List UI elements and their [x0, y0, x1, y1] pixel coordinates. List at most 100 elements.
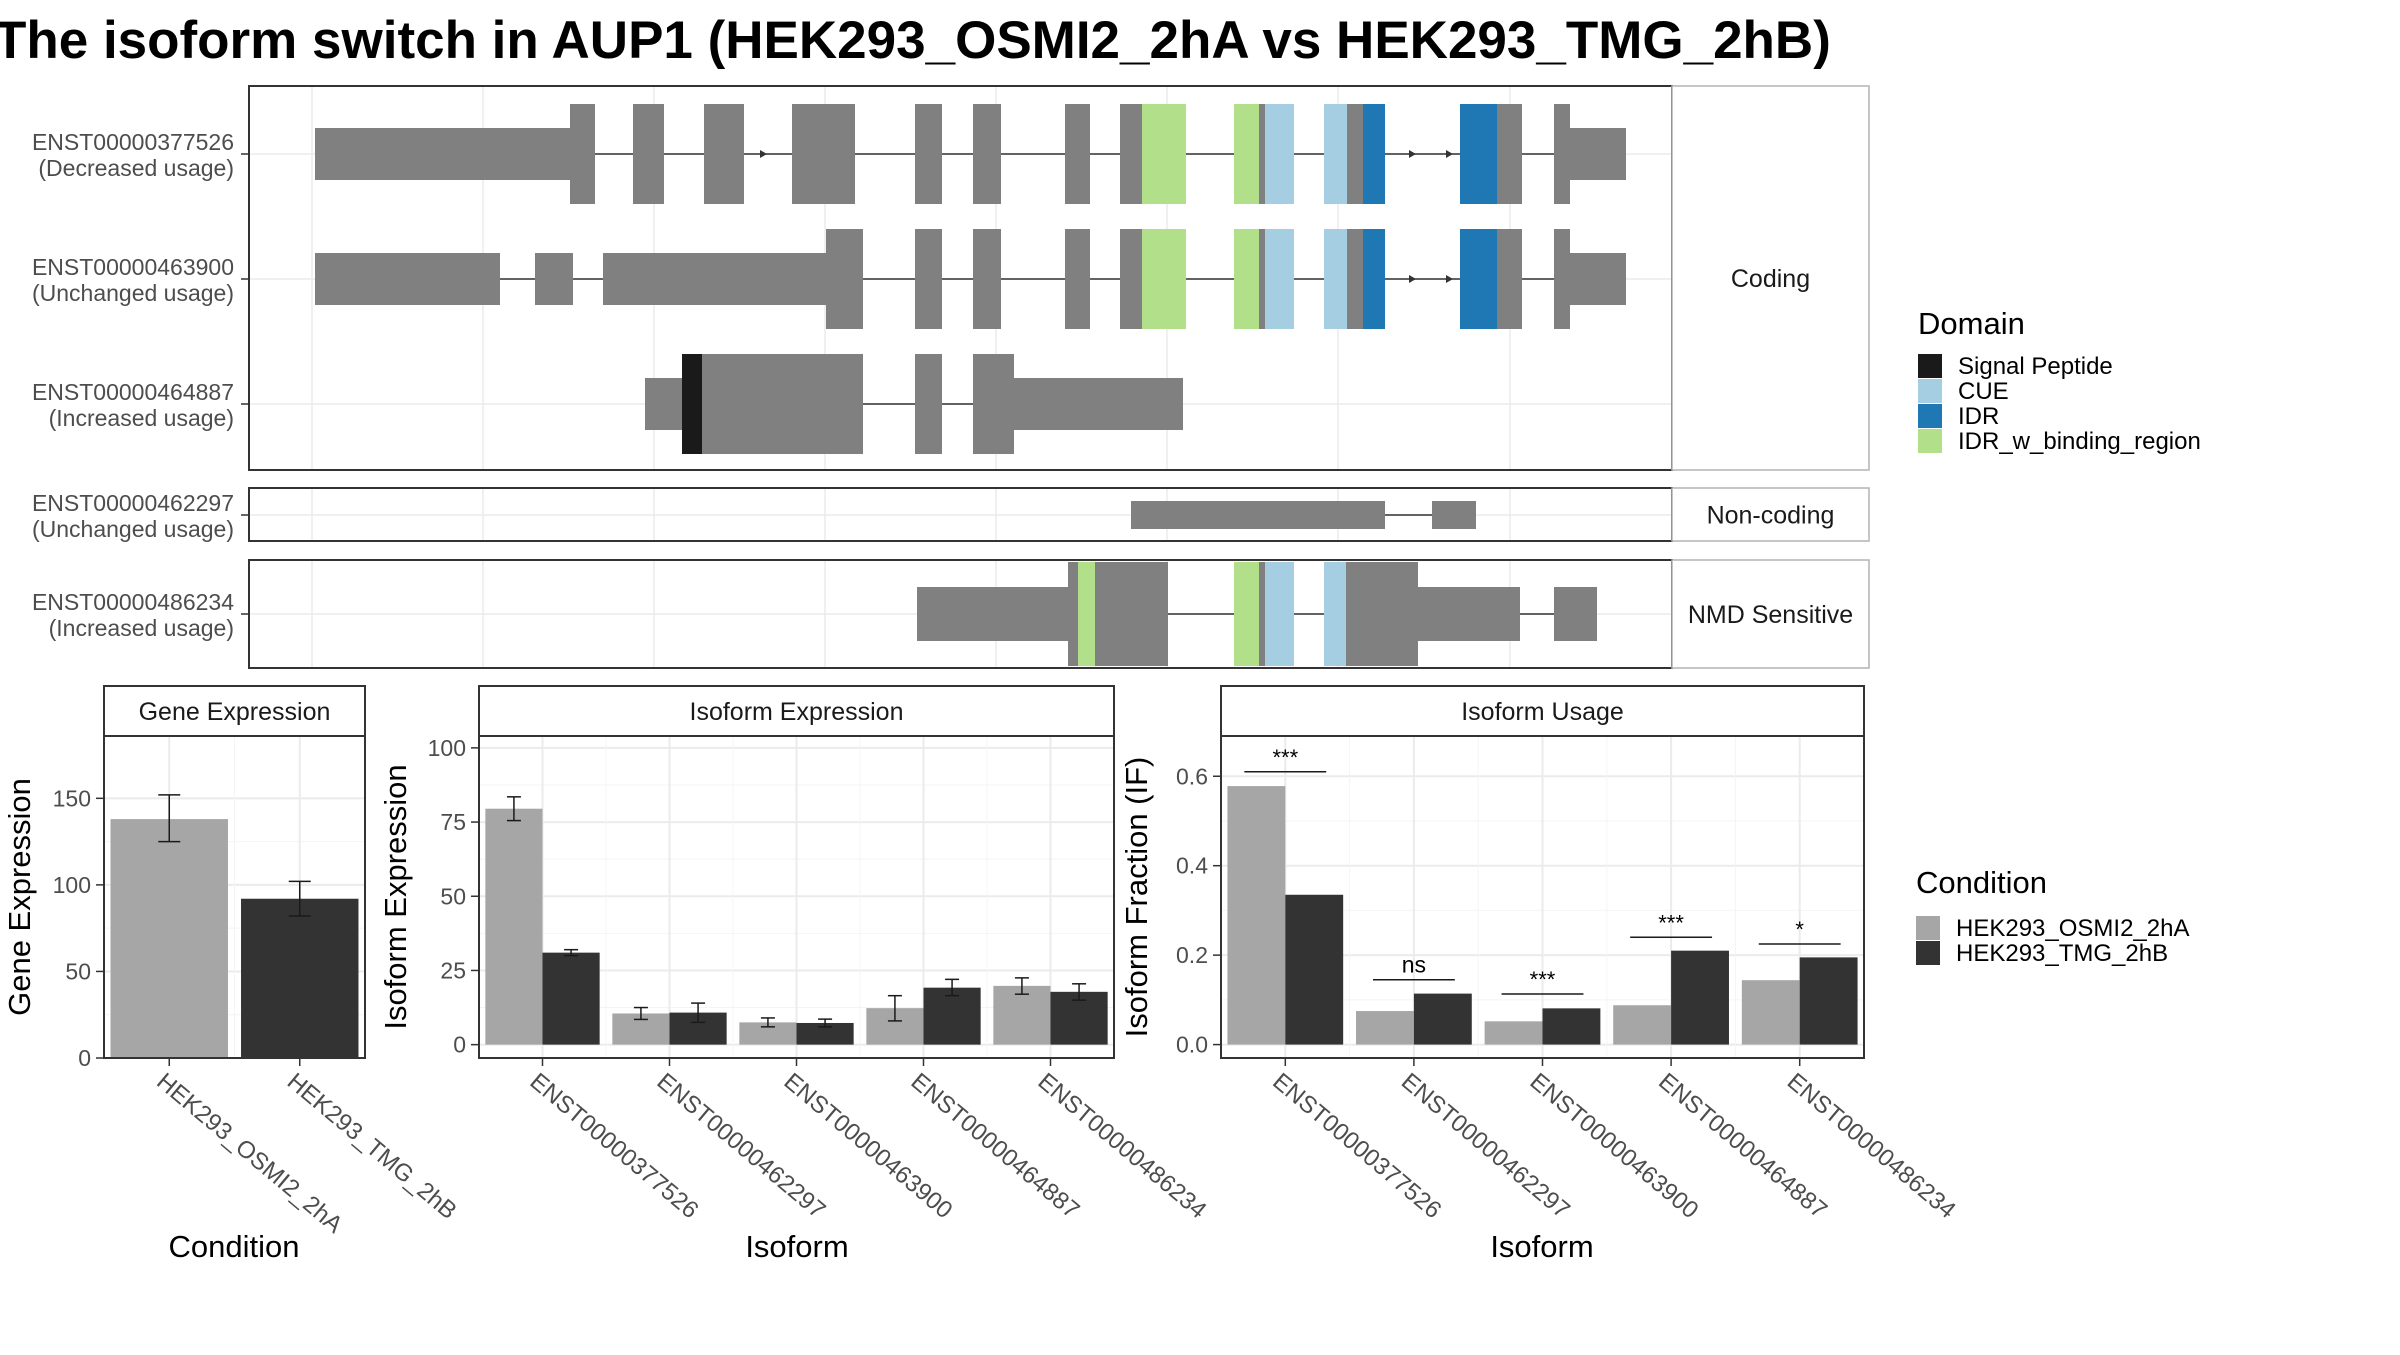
bar: [993, 985, 1051, 1045]
bar: [1671, 950, 1729, 1045]
legend-label: HEK293_TMG_2hB: [1956, 940, 2168, 967]
y-axis-title: Isoform Fraction (IF): [1119, 757, 1154, 1038]
isoform-label: ENST00000464887: [32, 379, 234, 405]
exon: [1259, 104, 1265, 204]
exon: [1570, 253, 1626, 305]
domain-idr: [1460, 229, 1497, 329]
exon: [570, 104, 595, 204]
structure-panel-nmd-sensitive: NMD Sensitive: [248, 559, 1870, 669]
y-axis-title: Gene Expression: [2, 778, 37, 1016]
legend-swatch-cond-a: [1916, 916, 1940, 940]
domain-idr: [1363, 104, 1385, 204]
bar: [1799, 957, 1858, 1045]
legend-label: HEK293_OSMI2_2hA: [1956, 915, 2189, 942]
domain-legend: Domain Signal PeptideCUEIDRIDR_w_binding_…: [1918, 306, 2201, 455]
exon: [603, 253, 826, 305]
legend-swatch-idr-w-binding-region: [1918, 429, 1942, 453]
intron-arrow: [1409, 150, 1416, 158]
significance-label: ***: [1658, 910, 1684, 935]
legend-title: Domain: [1918, 306, 2025, 341]
chart-title: Isoform Usage: [1461, 698, 1624, 726]
exon: [702, 354, 795, 454]
structure-panel-non-coding: Non-coding: [248, 487, 1870, 542]
legend-title: Condition: [1916, 865, 2047, 900]
figure-title: The isoform switch in AUP1 (HEK293_OSMI2…: [0, 11, 1831, 70]
domain-cue: [1265, 562, 1294, 666]
intron-arrow: [1446, 150, 1453, 158]
legend-label: IDR: [1958, 403, 1999, 430]
isoform-model-ENST00000463900: [315, 229, 1626, 329]
isoform-label: ENST00000463900: [32, 254, 234, 280]
facet-strip: [1671, 559, 1870, 669]
legend-swatch-idr: [1918, 404, 1942, 428]
y-tick-label: 100: [53, 872, 91, 898]
y-tick-label: 0.6: [1176, 763, 1208, 789]
facet-strip: [103, 685, 366, 737]
exon: [1497, 104, 1522, 204]
domain-idr-w-binding-region: [1234, 229, 1259, 329]
exon: [973, 354, 1014, 454]
domain-cue: [1324, 104, 1347, 204]
bar: [1741, 980, 1800, 1045]
y-tick-label: 150: [53, 785, 91, 811]
exon: [1554, 587, 1597, 641]
legend-label: Signal Peptide: [1958, 353, 2113, 380]
bar-chart-2: 0255075100ENST00000377526ENST00000462297…: [378, 685, 1212, 1264]
isoform-model-ENST00000377526: [315, 104, 1626, 204]
bar: [739, 1022, 797, 1045]
bar: [923, 987, 981, 1045]
legend-swatch-cond-b: [1916, 941, 1940, 965]
exon: [1347, 229, 1363, 329]
domain-idr: [1460, 104, 1497, 204]
exon: [1065, 104, 1090, 204]
domain-idr-w-binding-region: [1234, 562, 1259, 666]
chart-title: Isoform Expression: [690, 698, 904, 726]
isoform-label: ENST00000377526: [32, 129, 234, 155]
facet-strip: [1671, 85, 1870, 471]
structure-panel-coding: Coding: [248, 85, 1870, 471]
exon: [1554, 229, 1570, 329]
y-axis-title: Isoform Expression: [378, 764, 413, 1029]
x-axis-title: Isoform: [745, 1229, 848, 1264]
exon: [1131, 501, 1385, 529]
y-tick-label: 50: [65, 958, 91, 984]
isoform-model-ENST00000462297: [1131, 501, 1476, 529]
domain-signal-peptide: [682, 354, 702, 454]
exon: [1259, 229, 1265, 329]
y-tick-label: 75: [440, 809, 466, 835]
domain-idr: [1363, 229, 1385, 329]
domain-idr-w-binding-region: [1234, 104, 1259, 204]
exon: [1065, 229, 1090, 329]
significance-label: ns: [1402, 952, 1426, 978]
y-tick-label: 25: [440, 957, 466, 983]
exon: [915, 104, 942, 204]
exon: [1014, 378, 1183, 430]
significance-label: ***: [1530, 967, 1556, 992]
exon: [315, 128, 570, 180]
bar: [1413, 993, 1472, 1045]
y-tick-label: 100: [428, 735, 466, 761]
exon: [1418, 587, 1520, 641]
exon: [792, 104, 855, 204]
exon: [1432, 501, 1476, 529]
exon: [704, 104, 744, 204]
bar: [1285, 894, 1344, 1045]
exon: [1570, 128, 1626, 180]
isoform-usage-label: (Unchanged usage): [32, 280, 234, 306]
exon: [915, 354, 942, 454]
isoform-usage-label: (Decreased usage): [38, 155, 234, 181]
bar: [1227, 786, 1286, 1045]
isoform-model-ENST00000464887: [645, 354, 1183, 454]
bar: [1484, 1021, 1543, 1045]
domain-idr-w-binding-region: [1142, 104, 1186, 204]
intron-arrow: [760, 150, 767, 158]
y-tick-label: 0: [453, 1032, 466, 1058]
exon: [826, 229, 863, 329]
isoform-label: ENST00000462297: [32, 490, 234, 516]
bar: [1613, 1005, 1672, 1045]
bar: [1542, 1008, 1601, 1045]
exon: [795, 354, 863, 454]
bar: [542, 952, 600, 1045]
